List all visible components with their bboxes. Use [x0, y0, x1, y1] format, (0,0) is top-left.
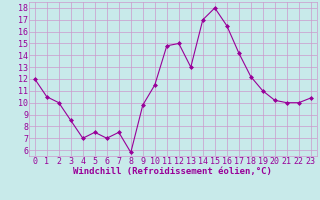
X-axis label: Windchill (Refroidissement éolien,°C): Windchill (Refroidissement éolien,°C) — [73, 167, 272, 176]
